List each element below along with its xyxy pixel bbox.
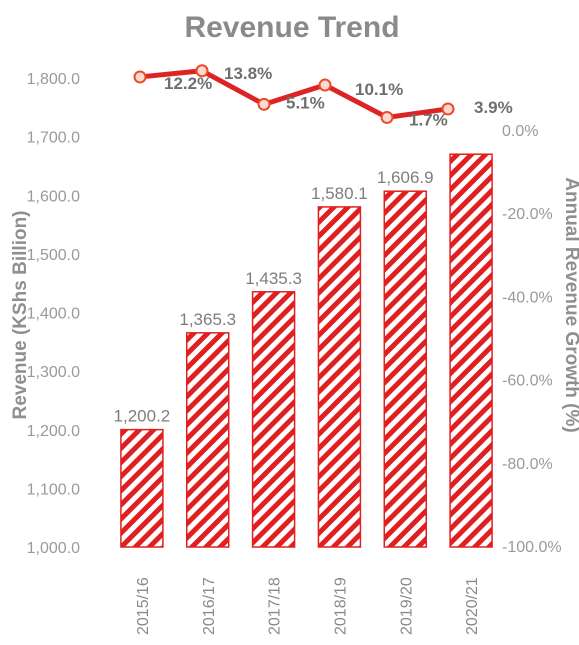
category-tick-label: 2018/19 <box>332 577 349 635</box>
bar-value-label: 1,365.3 <box>179 310 236 329</box>
bar-value-label: 1,435.3 <box>245 269 302 288</box>
growth-value-label: 12.2% <box>164 74 212 93</box>
revenue-bar <box>120 428 164 548</box>
left-axis-ticks: 1,000.0 1,100.0 1,200.0 1,300.0 1,400.0 1,500… <box>27 71 80 557</box>
growth-data-labels: 12.2% 13.8% 5.1% 10.1% 1.7% 3.9% <box>164 64 513 130</box>
left-tick-label: 1,800.0 <box>27 71 80 88</box>
right-tick-label: 0.0% <box>502 123 538 140</box>
growth-line-series <box>133 64 455 124</box>
left-axis-title: Revenue (KShs Billion) <box>10 210 31 419</box>
right-tick-label: -60.0% <box>502 373 553 390</box>
bar-data-labels: 1,200.2 1,365.3 1,435.3 1,580.1 1,606.9 <box>114 168 434 425</box>
right-tick-label: -100.0% <box>502 539 562 556</box>
revenue-bar <box>317 206 362 548</box>
growth-value-label: 1.7% <box>409 110 448 129</box>
growth-value-label: 10.1% <box>355 80 403 99</box>
category-tick-label: 2020/21 <box>464 577 481 635</box>
growth-value-label: 13.8% <box>224 64 272 83</box>
growth-marker <box>195 64 209 78</box>
left-tick-label: 1,200.0 <box>27 423 80 440</box>
right-tick-label: -80.0% <box>502 456 553 473</box>
revenue-bar <box>186 332 230 548</box>
category-tick-label: 2019/20 <box>398 577 415 635</box>
growth-value-label: 5.1% <box>286 93 325 112</box>
left-tick-label: 1,300.0 <box>27 364 80 381</box>
right-tick-label: -40.0% <box>502 289 553 306</box>
growth-marker <box>318 78 332 92</box>
growth-line <box>139 68 449 120</box>
growth-marker <box>133 70 147 84</box>
left-tick-label: 1,600.0 <box>27 188 80 205</box>
category-tick-label: 2017/18 <box>267 577 284 635</box>
left-tick-label: 1,500.0 <box>27 247 80 264</box>
category-axis-ticks: 2015/16 2016/17 2017/18 2018/19 2019/20 2020/… <box>135 577 481 635</box>
left-tick-label: 1,400.0 <box>27 306 80 323</box>
growth-value-label: 3.9% <box>474 98 513 117</box>
category-tick-label: 2016/17 <box>201 577 218 635</box>
growth-marker <box>441 102 455 116</box>
chart-title: Revenue Trend <box>184 11 399 44</box>
growth-marker <box>380 110 394 124</box>
bar-value-label: 1,200.2 <box>114 407 171 426</box>
revenue-bar <box>251 291 296 548</box>
revenue-bar <box>449 153 493 548</box>
left-tick-label: 1,100.0 <box>27 481 80 498</box>
right-axis-title: Annual Revenue Growth (%) <box>561 177 579 432</box>
right-axis-ticks: -100.0% -80.0% -60.0% -40.0% -20.0% 0.0% <box>502 123 562 556</box>
left-tick-label: 1,700.0 <box>27 130 80 147</box>
left-tick-label: 1,000.0 <box>27 540 80 557</box>
right-tick-label: -20.0% <box>502 206 553 223</box>
bar-value-label: 1,580.1 <box>311 184 368 203</box>
growth-marker <box>257 97 271 111</box>
bar-series <box>120 153 493 548</box>
category-tick-label: 2015/16 <box>135 577 152 635</box>
bar-value-label: 1,606.9 <box>377 168 434 187</box>
revenue-bar <box>383 190 427 548</box>
